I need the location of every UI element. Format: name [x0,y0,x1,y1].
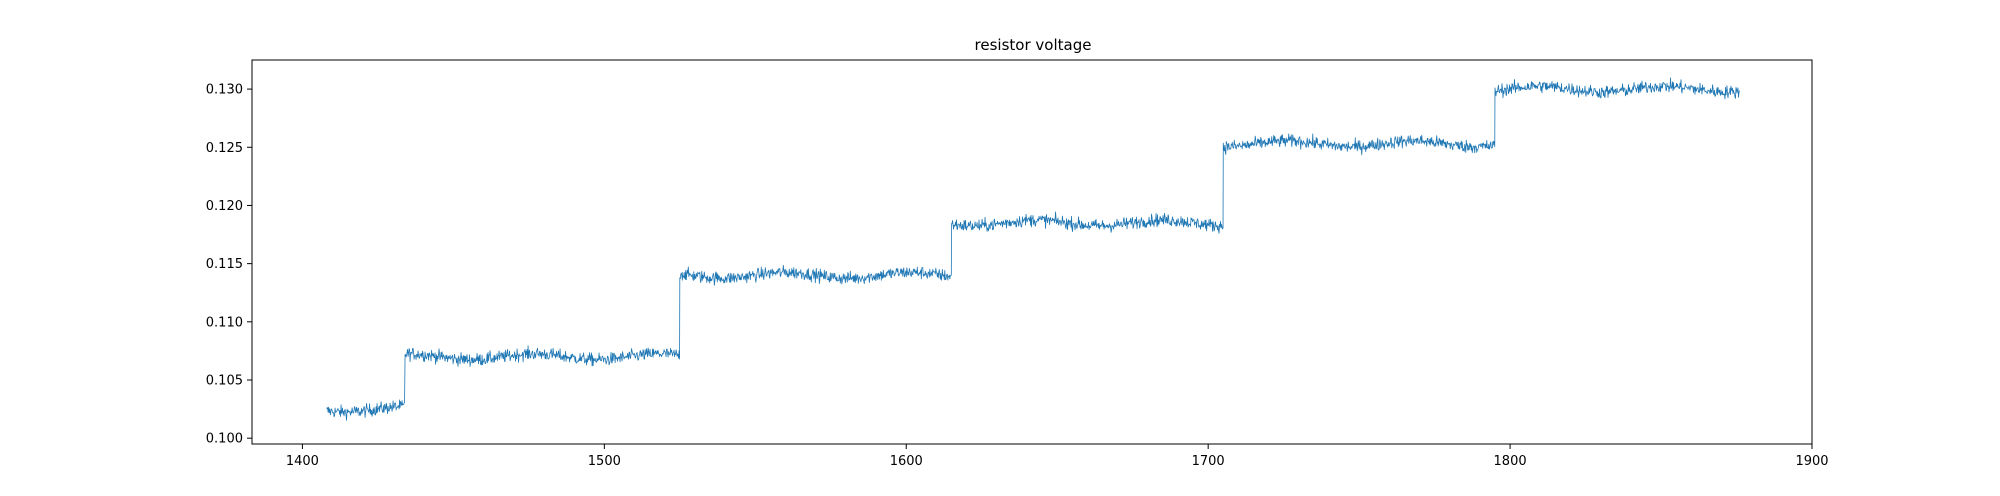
x-tick-label: 1900 [1795,454,1828,469]
y-tick-label: 0.105 [206,374,243,389]
series-layer [326,77,1740,421]
y-tick-label: 0.120 [206,199,243,214]
chart-title: resistor voltage [975,36,1092,54]
plot-frame [251,59,1813,445]
x-axis: 1400 1500 1600 1700 1800 1900 [286,444,1829,469]
y-tick-label: 0.115 [206,257,243,272]
x-tick-label: 1800 [1494,454,1527,469]
plot-area [251,59,1813,445]
x-tick-label: 1400 [286,454,319,469]
y-axis: 0.100 0.105 0.110 0.115 0.120 0.125 0.130 [206,83,252,447]
y-tick-label: 0.130 [206,83,243,98]
y-tick-label: 0.110 [206,315,243,330]
x-tick-label: 1600 [890,454,923,469]
y-tick-label: 0.125 [206,141,243,156]
x-tick-label: 1700 [1192,454,1225,469]
series-line [326,77,1740,421]
x-tick-label: 1500 [588,454,621,469]
y-tick-label: 0.100 [206,432,243,447]
